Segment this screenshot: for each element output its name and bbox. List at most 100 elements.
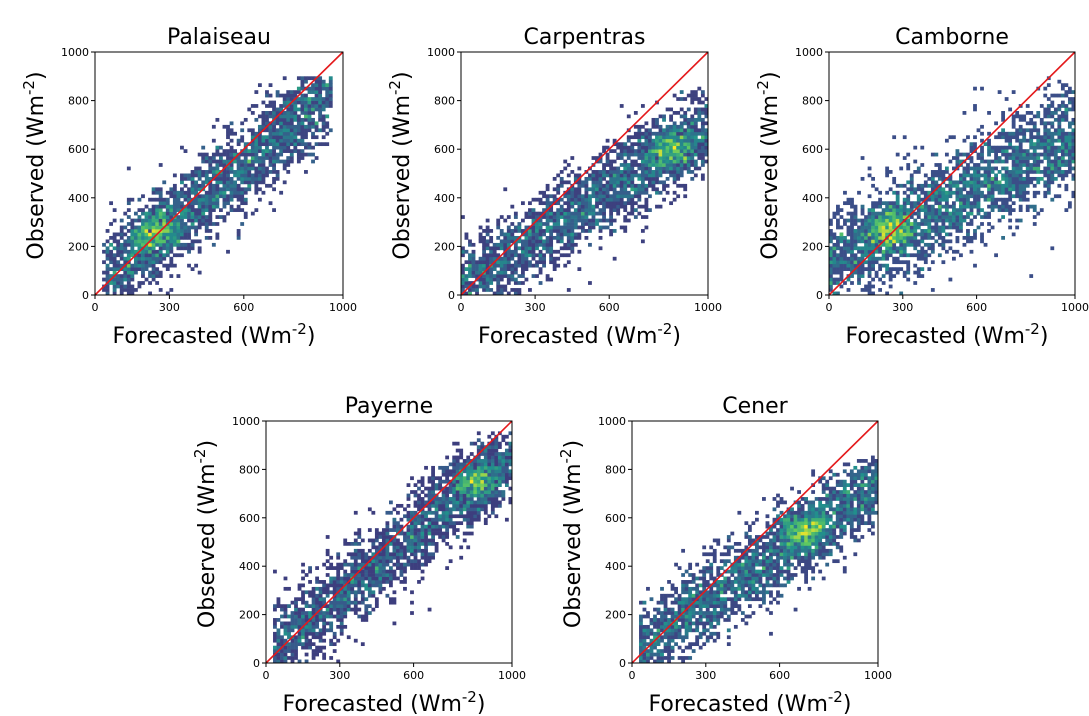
density-cell: [455, 493, 460, 498]
density-cell: [469, 517, 474, 522]
density-cell: [549, 218, 554, 223]
density-cell: [584, 211, 589, 216]
density-cell: [314, 124, 319, 129]
density-cell: [528, 242, 532, 247]
density-cell: [704, 131, 709, 136]
density-cell: [1057, 163, 1062, 167]
density-cell: [655, 204, 659, 209]
density-cell: [609, 215, 614, 219]
density-cell: [304, 573, 309, 577]
density-cell: [247, 152, 252, 157]
density-cell: [549, 232, 554, 237]
density-cell: [254, 208, 259, 212]
density-cell: [881, 263, 886, 268]
density-cell: [396, 562, 400, 567]
density-cell: [850, 281, 854, 285]
density-cell: [229, 149, 234, 153]
density-cell: [867, 194, 872, 199]
density-cell: [1046, 187, 1051, 192]
density-cell: [346, 600, 351, 605]
density-cell: [1071, 104, 1076, 108]
density-cell: [927, 222, 932, 226]
density-cell: [1071, 135, 1076, 140]
density-cell: [570, 204, 575, 209]
density-cell: [892, 260, 897, 265]
density-cell: [1011, 201, 1016, 206]
density-cell: [268, 111, 273, 115]
density-cell: [290, 611, 295, 615]
density-cell: [923, 215, 928, 219]
density-cell: [517, 288, 522, 292]
density-cell: [489, 246, 494, 251]
density-cell: [261, 114, 266, 119]
density-cell: [289, 93, 294, 98]
density-cell: [304, 618, 309, 622]
density-cell: [626, 201, 631, 206]
density-cell: [626, 197, 631, 202]
density-cell: [314, 107, 319, 112]
density-cell: [878, 239, 883, 244]
density-cell: [700, 90, 705, 94]
density-cell: [672, 173, 677, 178]
density-cell: [471, 270, 476, 275]
density-cell: [612, 170, 617, 174]
density-cell: [520, 256, 525, 261]
density-cell: [616, 156, 621, 160]
density-cell: [471, 267, 476, 271]
density-cell: [973, 187, 977, 192]
density-cell: [556, 222, 561, 226]
density-cell: [857, 249, 861, 254]
density-cell: [280, 614, 284, 619]
density-cell: [311, 131, 315, 136]
density-cell: [686, 128, 691, 133]
density-cell: [250, 156, 255, 160]
density-cell: [240, 166, 245, 171]
density-cell: [381, 528, 386, 532]
density-cell: [619, 197, 624, 202]
density-cell: [895, 222, 900, 226]
density-cell: [1032, 152, 1037, 157]
density-cell: [679, 156, 684, 160]
density-cell: [141, 239, 145, 244]
density-cell: [916, 183, 921, 188]
density-cell: [679, 90, 684, 94]
density-cell: [874, 270, 879, 275]
density-cell: [966, 229, 970, 233]
density-cell: [417, 497, 421, 501]
density-cell: [934, 163, 939, 167]
density-cell: [598, 173, 603, 178]
density-cell: [272, 100, 276, 105]
density-cell: [155, 235, 160, 240]
density-cell: [591, 208, 596, 212]
density-cell: [427, 517, 432, 522]
density-cell: [665, 159, 670, 164]
density-cell: [332, 649, 337, 653]
density-cell: [913, 225, 918, 230]
density-cell: [570, 197, 575, 202]
density-cell: [927, 242, 932, 247]
density-cell: [850, 222, 854, 226]
density-cell: [329, 621, 334, 626]
density-cell: [531, 239, 536, 244]
density-cell: [609, 166, 614, 171]
density-cell: [948, 135, 953, 140]
density-cell: [976, 211, 981, 216]
density-cell: [321, 128, 326, 133]
density-cell: [955, 222, 960, 226]
density-cell: [987, 183, 991, 188]
density-cell: [346, 562, 351, 567]
density-cell: [853, 253, 858, 258]
density-cell: [180, 232, 184, 237]
density-cell: [655, 156, 659, 160]
density-cell: [229, 121, 234, 126]
density-cell: [923, 253, 928, 258]
density-cell: [693, 149, 698, 153]
density-cell: [686, 138, 691, 143]
density-cell: [644, 156, 649, 160]
density-cell: [304, 614, 309, 619]
density-cell: [644, 152, 649, 157]
density-cell: [994, 152, 998, 157]
density-cell: [966, 204, 970, 209]
density-cell: [573, 208, 578, 212]
density-cell: [466, 493, 471, 498]
